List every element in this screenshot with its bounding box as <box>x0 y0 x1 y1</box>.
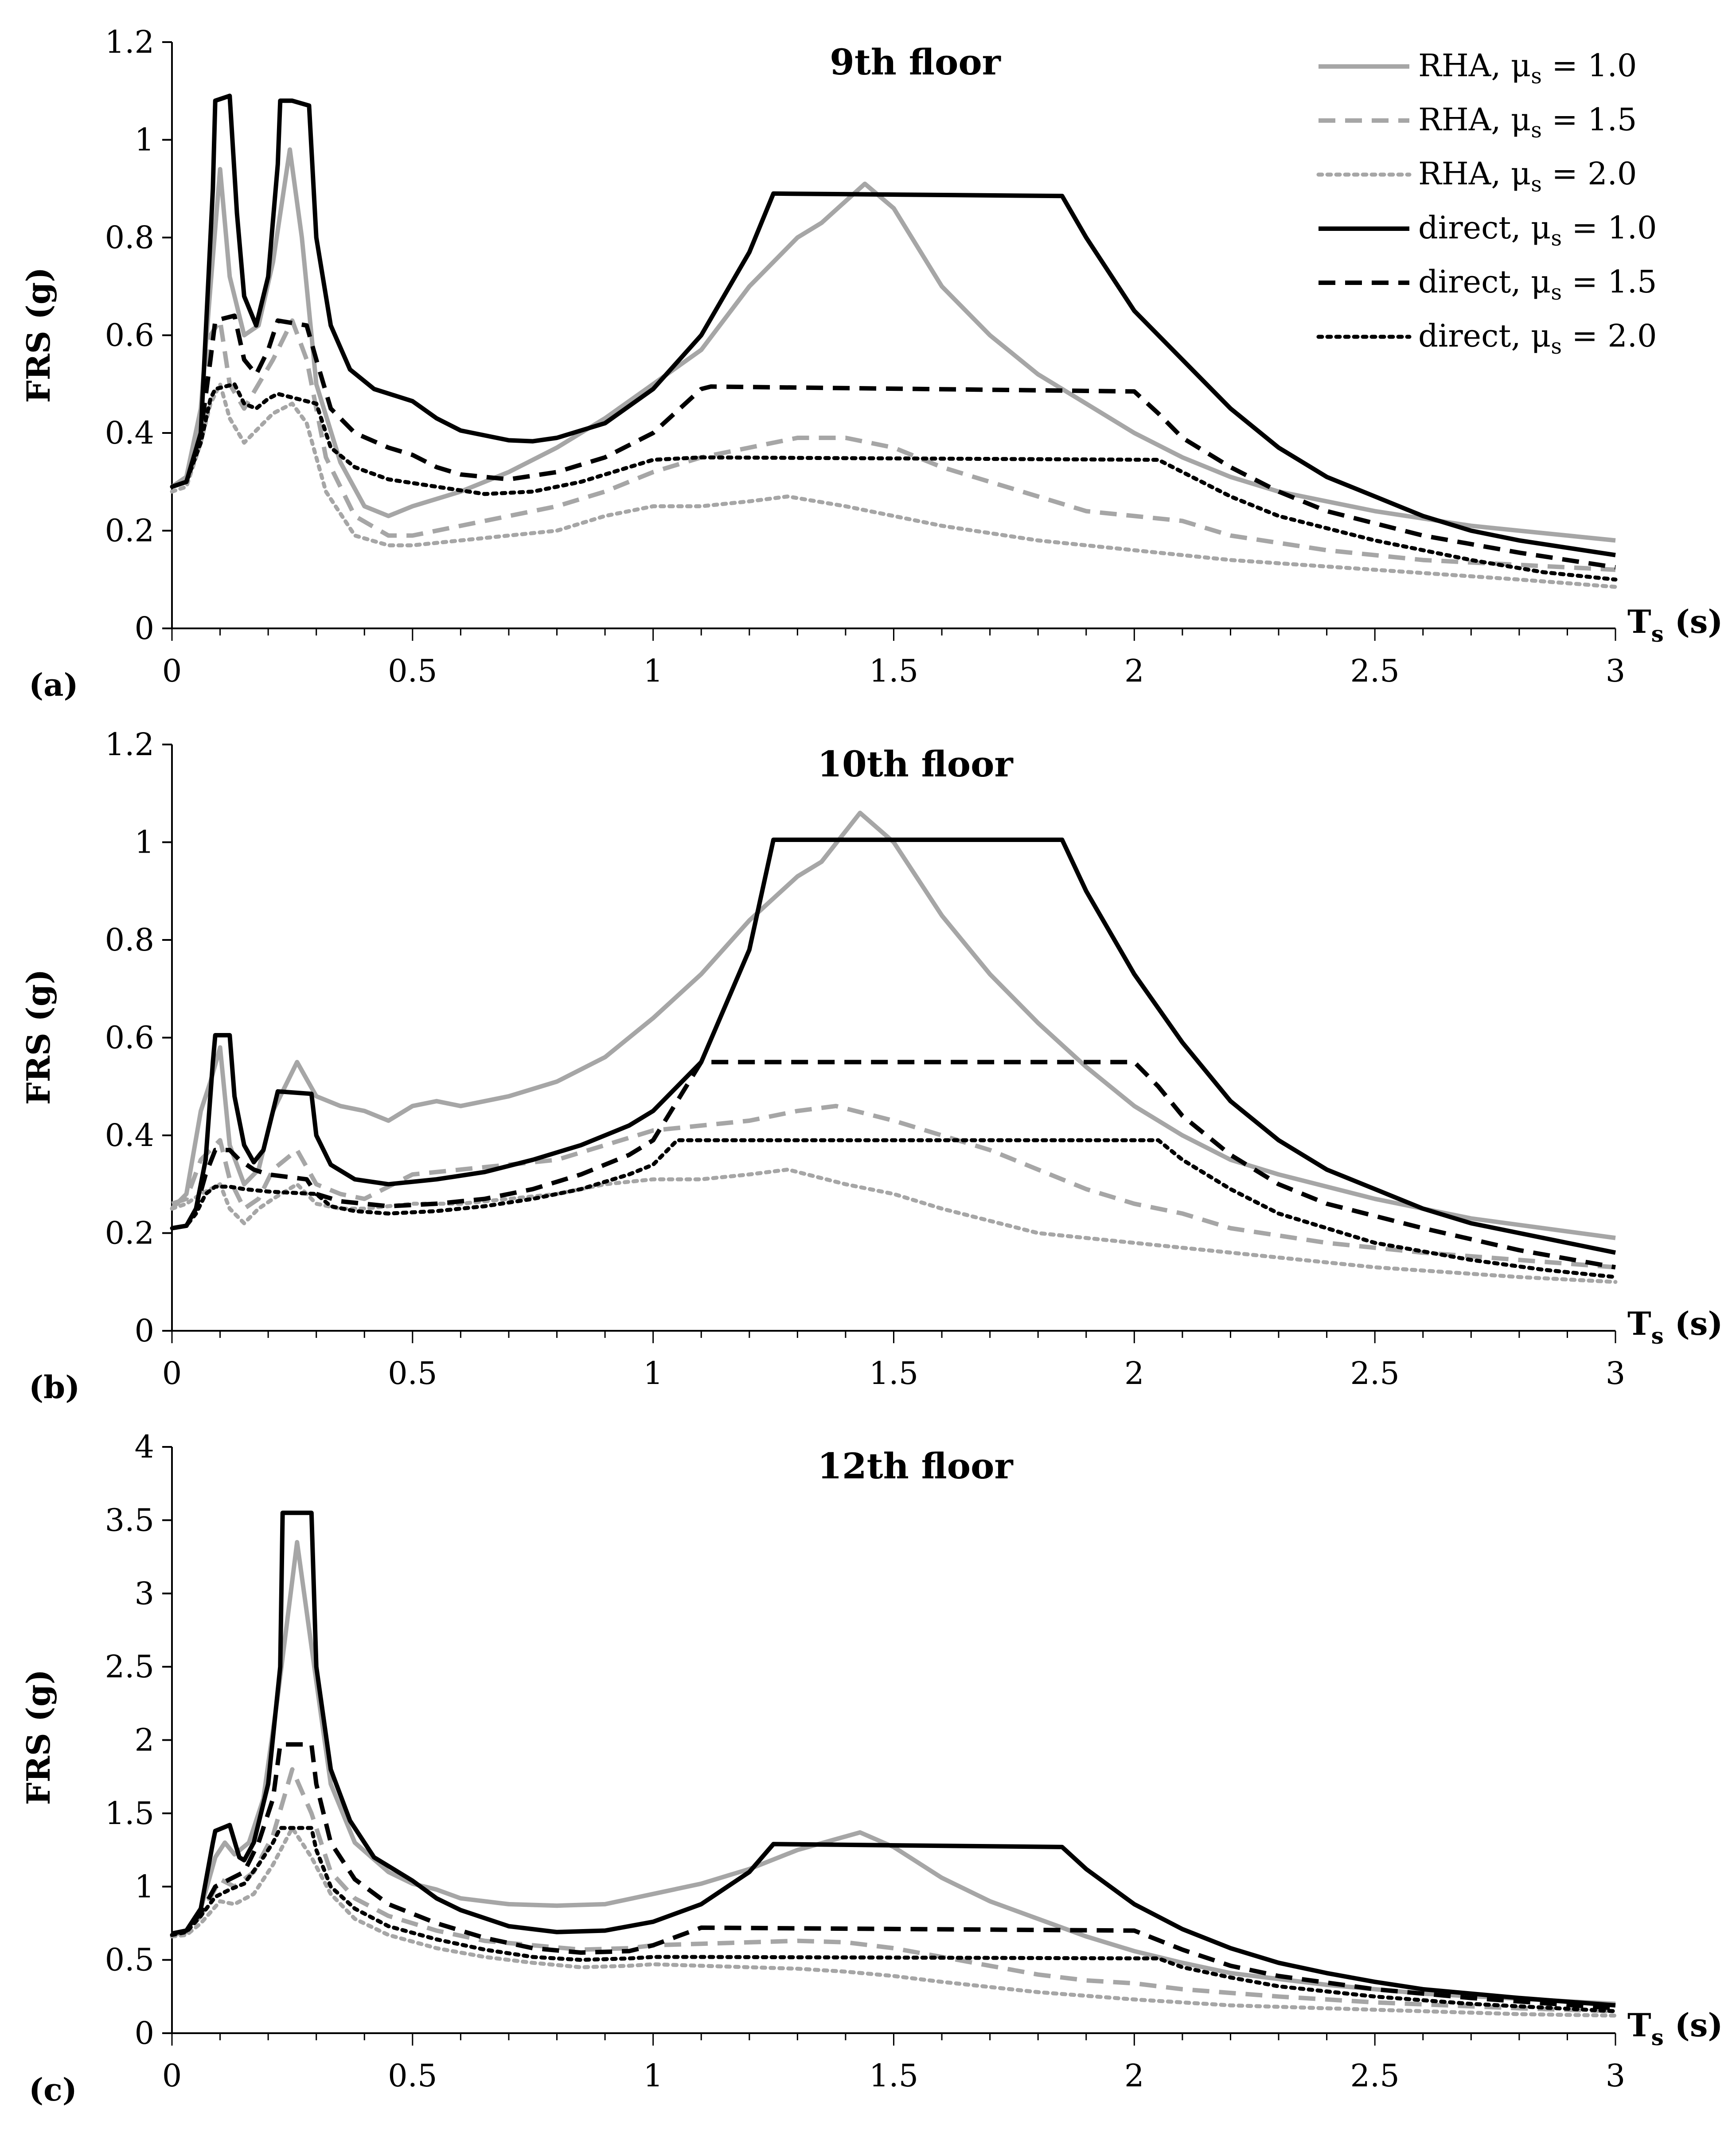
x-tick-label: 0.5 <box>388 1355 437 1392</box>
x-tick-label: 0.5 <box>388 653 437 689</box>
series-group <box>170 94 1618 589</box>
series-line-dir_1.0 <box>171 94 1616 557</box>
series-line-rha_1.0 <box>171 147 1616 543</box>
x-tick-label: 0.5 <box>388 2058 437 2094</box>
series-line-rha_1.5 <box>171 1103 1616 1270</box>
x-tick-label: 2.5 <box>1350 653 1400 689</box>
y-tick-label: 0 <box>134 2015 154 2051</box>
series-line-rha_1.0 <box>172 1540 1616 2006</box>
x-tick-label: 2 <box>1124 1355 1144 1392</box>
y-tick-label: 1 <box>134 824 154 861</box>
panel-12th-floor: 12th floor (c) FRS (g) Ts (s) 0 0.5 1 1.5 2 2… <box>20 1429 1723 2108</box>
y-tick-label: 1.2 <box>105 726 154 763</box>
y-axis-label: FRS (g) <box>20 969 57 1105</box>
x-tick-label: 1.5 <box>869 653 918 689</box>
legend-label: direct, μs = 1.0 <box>1418 210 1657 251</box>
y-axis-label: FRS (g) <box>20 1669 57 1805</box>
series-line-dir_1.5 <box>172 1060 1616 1270</box>
y-tick-label: 0.4 <box>105 415 154 451</box>
series-line-rha_2.0 <box>170 1826 1618 2018</box>
chart-title: 9th floor <box>830 41 1001 83</box>
x-tick-label: 1.5 <box>869 1355 918 1392</box>
y-tick-label: 0.2 <box>105 513 154 549</box>
legend-label: direct, μs = 1.5 <box>1418 264 1657 305</box>
legend: RHA, μs = 1.0 RHA, μs = 1.5 RHA, μs = 2.… <box>1316 47 1657 359</box>
legend-item-direct-1.5: direct, μs = 1.5 <box>1319 264 1657 305</box>
panel-label: (a) <box>29 667 78 703</box>
x-axis-label: Ts (s) <box>1627 603 1723 647</box>
y-tick-label: 0.2 <box>105 1215 154 1251</box>
x-axis-label: Ts (s) <box>1627 2006 1723 2050</box>
y-tick-label: 1 <box>134 1868 154 1905</box>
y-tick-label: 0 <box>134 610 154 647</box>
series-line-dir_1.0 <box>172 1510 1616 2008</box>
series-line-rha_2.0 <box>170 1167 1618 1284</box>
axes: 0 0.2 0.4 0.6 0.8 1 1.2 0 0.5 1 1.5 2 2.5 3 <box>105 726 1626 1392</box>
x-tick-label: 3 <box>1606 653 1626 689</box>
y-tick-label: 2 <box>134 1722 154 1758</box>
x-tick-label: 2.5 <box>1350 1355 1400 1392</box>
axes: 0 0.5 1 1.5 2 2.5 3 3.5 4 0 0.5 1 1.5 2 2.5 3 <box>105 1429 1626 2094</box>
legend-item-rha-1.5: RHA, μs = 1.5 <box>1319 101 1637 143</box>
y-tick-label: 3.5 <box>105 1502 154 1538</box>
series-line-rha_1.5 <box>171 318 1616 572</box>
x-tick-label: 0 <box>162 2058 182 2094</box>
legend-item-rha-1.0: RHA, μs = 1.0 <box>1319 47 1637 89</box>
x-tick-label: 1 <box>643 653 663 689</box>
x-tick-label: 2 <box>1124 2058 1144 2094</box>
panel-label: (b) <box>29 1369 80 1406</box>
y-tick-label: 0.8 <box>105 922 154 958</box>
y-tick-label: 0.6 <box>105 317 154 354</box>
legend-item-direct-1.0: direct, μs = 1.0 <box>1319 210 1657 251</box>
y-tick-label: 0 <box>134 1313 154 1349</box>
legend-label: RHA, μs = 1.5 <box>1418 101 1637 143</box>
legend-label: direct, μs = 2.0 <box>1418 318 1657 359</box>
x-tick-label: 0 <box>162 1355 182 1392</box>
series-line-dir_2.0 <box>170 1826 1618 2013</box>
y-tick-label: 1.5 <box>105 1795 154 1832</box>
panel-9th-floor: 9th floor (a) FRS (g) Ts (s) 00.20.40.60… <box>20 24 1723 703</box>
legend-label: RHA, μs = 2.0 <box>1418 156 1637 197</box>
panel-10th-floor: 10th floor (b) FRS (g) Ts (s) 0 0.2 0.4 0.6… <box>20 726 1723 1406</box>
series-line-dir_2.0 <box>170 382 1618 582</box>
x-axis-label: Ts (s) <box>1627 1305 1723 1349</box>
x-tick-label: 1 <box>643 2058 663 2094</box>
y-tick-label: 4 <box>134 1429 154 1465</box>
series-line-dir_2.0 <box>170 1138 1618 1279</box>
series-line-rha_2.0 <box>170 382 1618 589</box>
axes: 0 0.2 0.4 0.6 0.8 1 1.2 0 0.5 1 1.5 2 2.5 3 <box>105 24 1626 689</box>
legend-label: RHA, μs = 1.0 <box>1418 47 1637 89</box>
series-line-dir_1.5 <box>172 1742 1616 2011</box>
y-tick-label: 0.8 <box>105 219 154 256</box>
chart-title: 10th floor <box>817 743 1013 785</box>
y-tick-label: 0.6 <box>105 1020 154 1056</box>
series-line-dir_1.5 <box>171 313 1616 570</box>
y-tick-label: 0.5 <box>105 1942 154 1978</box>
x-tick-label: 2 <box>1124 653 1144 689</box>
y-tick-label: 2.5 <box>105 1649 154 1685</box>
panel-label: (c) <box>29 2071 77 2108</box>
y-tick-label: 0.4 <box>105 1117 154 1154</box>
x-tick-label: 2.5 <box>1350 2058 1400 2094</box>
x-tick-label: 3 <box>1606 2058 1626 2094</box>
series-line-rha_1.5 <box>172 1767 1616 2014</box>
series-group <box>170 811 1618 1284</box>
legend-item-direct-2.0: direct, μs = 2.0 <box>1316 318 1657 359</box>
x-tick-label: 1 <box>643 1355 663 1392</box>
legend-item-rha-2.0: RHA, μs = 2.0 <box>1316 156 1637 197</box>
series-line-rha_1.0 <box>170 811 1616 1240</box>
x-tick-label: 3 <box>1606 1355 1626 1392</box>
y-axis-label: FRS (g) <box>20 267 57 403</box>
x-tick-label: 0 <box>162 653 182 689</box>
x-tick-label: 1.5 <box>869 2058 918 2094</box>
y-tick-label: 1.2 <box>105 24 154 60</box>
series-group <box>170 1510 1618 2018</box>
series-line-dir_1.0 <box>172 838 1616 1255</box>
chart-title: 12th floor <box>817 1445 1013 1487</box>
y-tick-label: 3 <box>134 1575 154 1612</box>
y-tick-label: 1 <box>134 122 154 158</box>
